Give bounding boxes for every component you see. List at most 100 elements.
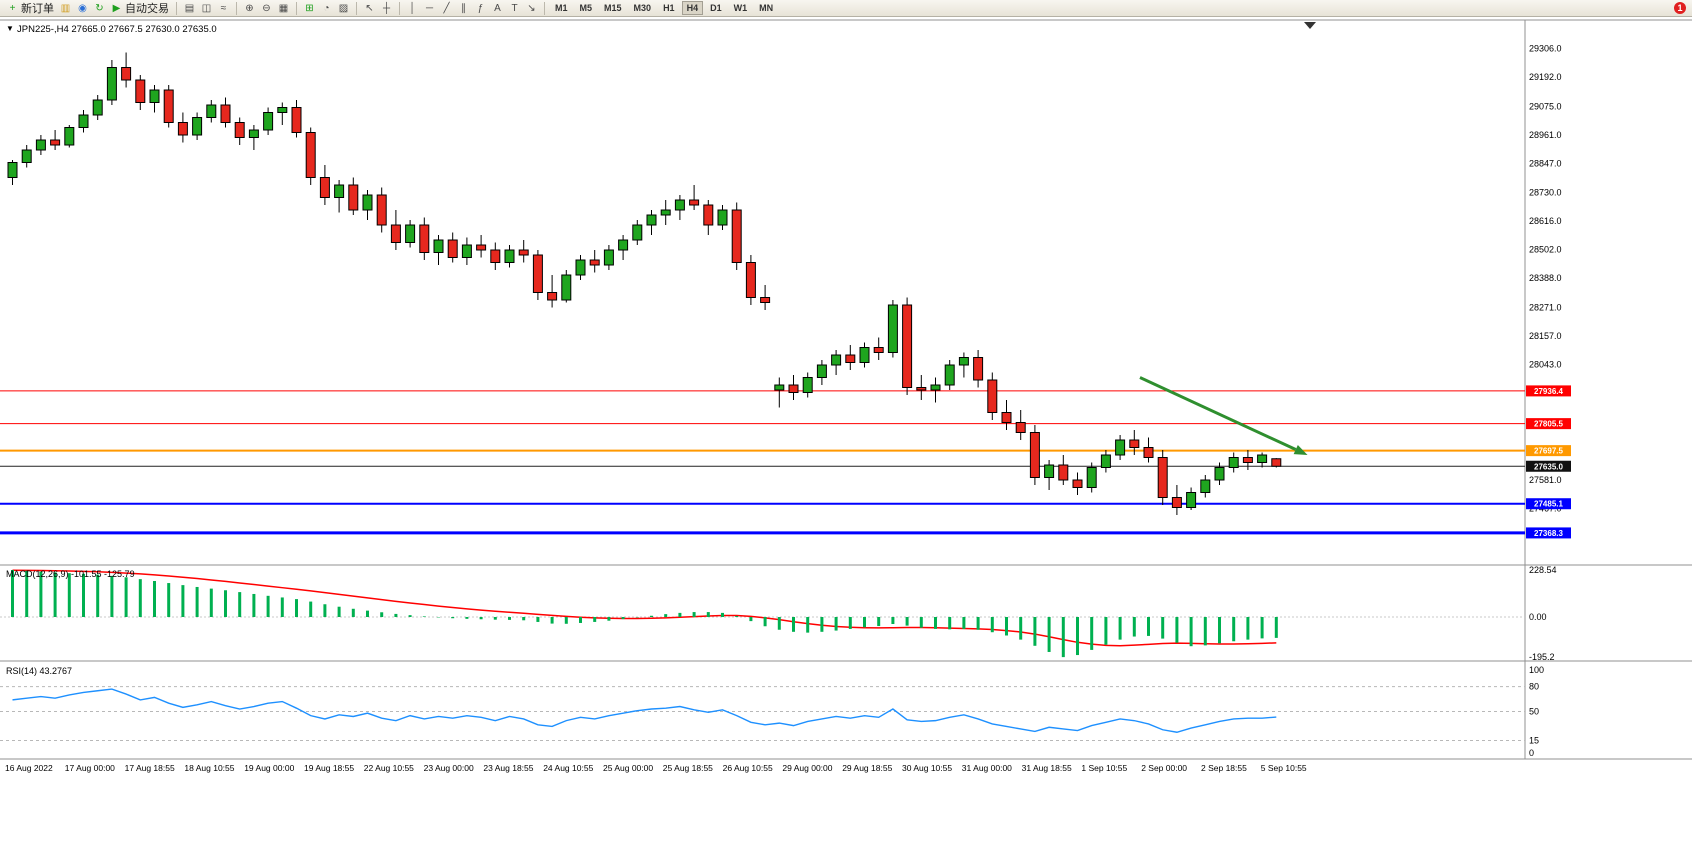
fibonacci-icon[interactable]: ƒ [472,1,489,16]
periods-icon[interactable]: ◔ [318,1,335,16]
svg-text:23 Aug 00:00: 23 Aug 00:00 [424,763,474,773]
chart-background [0,18,1692,843]
panel-frame [0,19,1692,760]
toolbar-items: + 新订单 ▥ ◉ ↻ ▶ 自动交易 ▤ ◫ ≈ ⊕ ⊖ ▦ ⊞ ◔ ▨ ↖ ┼ │ ─ ╱ ∥ ƒ A T ↘ M1 M5 M15 M3… [4,0,779,16]
autotrading-button-label: 自动交易 [125,3,169,15]
zoom-out-icon-glyph: ⊖ [262,2,271,14]
svg-text:25 Aug 18:55: 25 Aug 18:55 [663,763,713,773]
timeframe-m30-button[interactable]: M30 [633,3,652,13]
chart-canvas[interactable]: 29306.0 29192.0 29075.0 28961.0 28847.0 28730… [0,18,1692,843]
zoom-in-icon[interactable]: ⊕ [241,1,258,16]
bar-chart-icon[interactable]: ▤ [181,1,198,16]
candlestick-chart-icon[interactable]: ◫ [198,1,215,16]
community-icon[interactable]: ◉ [74,1,91,16]
zoom-in-icon-glyph: ⊕ [245,2,254,14]
svg-text:31 Aug 00:00: 31 Aug 00:00 [962,763,1012,773]
timeframe-h4-button[interactable]: H4 [681,1,704,15]
periods-icon-glyph: ◔ [323,2,330,14]
timeframe-m15-button[interactable]: M15 [604,3,622,13]
svg-text:28271.0: 28271.0 [1529,302,1562,312]
rsi-panel [0,686,1525,742]
bar-chart-icon-glyph: ▤ [184,2,195,14]
svg-text:15: 15 [1529,736,1539,746]
svg-text:26 Aug 10:55: 26 Aug 10:55 [723,763,773,773]
toolbar-separator [296,1,297,15]
chart-layers[interactable]: 29306.0 29192.0 29075.0 28961.0 28847.0 28730… [0,19,1692,773]
tile-windows-icon-glyph: ▦ [278,2,289,14]
timeframe-m5-button[interactable]: M5 [579,3,593,13]
indicators-icon-glyph: ⊞ [305,2,314,14]
svg-text:29306.0: 29306.0 [1529,44,1562,54]
timeframe-h1-button[interactable]: H1 [663,3,675,13]
zoom-out-icon[interactable]: ⊖ [258,1,275,16]
svg-text:28043.0: 28043.0 [1529,359,1562,369]
toolbar-separator [544,1,545,15]
horizontal-lines[interactable] [0,390,1525,535]
trend-arrow[interactable] [1139,376,1308,456]
chart-area[interactable]: 29306.0 29192.0 29075.0 28961.0 28847.0 28730… [0,18,1692,843]
vertical-line-icon[interactable]: │ [404,1,421,16]
toolbar-separator [176,1,177,15]
crosshair-icon[interactable]: ┼ [378,1,395,16]
time-axis[interactable]: 16 Aug 2022 17 Aug 00:00 17 Aug 18:55 18 Au… [5,763,1307,773]
new-order-button[interactable]: + 新订单 [4,1,57,16]
svg-text:50: 50 [1529,707,1539,717]
svg-text:17 Aug 00:00: 17 Aug 00:00 [65,763,115,773]
macd-panel [0,569,1525,647]
svg-text:27936.4: 27936.4 [1534,387,1563,396]
toolbar: + 新订单 ▥ ◉ ↻ ▶ 自动交易 ▤ ◫ ≈ ⊕ ⊖ ▦ ⊞ ◔ ▨ ↖ ┼ │ ─ ╱ ∥ ƒ A T ↘ M1 M5 M15 M3… [0,0,1692,17]
svg-text:-195.2: -195.2 [1529,652,1555,662]
svg-text:27697.5: 27697.5 [1534,447,1563,456]
svg-text:5 Sep 10:55: 5 Sep 10:55 [1261,763,1307,773]
timeframe-mn-button[interactable]: MN [759,3,774,13]
arrows-icon[interactable]: ↘ [523,1,540,16]
svg-text:0.00: 0.00 [1529,612,1547,622]
svg-text:28157.0: 28157.0 [1529,331,1562,341]
svg-text:30 Aug 10:55: 30 Aug 10:55 [902,763,952,773]
tile-windows-icon[interactable]: ▦ [275,1,292,16]
text-icon[interactable]: A [489,1,506,16]
trendline-icon[interactable]: ╱ [438,1,455,16]
rsi-line [12,688,1277,733]
timeframe-m1-button[interactable]: M1 [555,3,568,13]
line-chart-icon[interactable]: ≈ [215,1,232,16]
chart-shift-marker[interactable] [1304,22,1316,29]
chart-window-icon[interactable]: ▥ [57,1,74,16]
cursor-icon[interactable]: ↖ [361,1,378,16]
toolbar-separator [399,1,400,15]
indicators-icon[interactable]: ⊞ [301,1,318,16]
arrows-icon-glyph: ↘ [527,2,536,14]
svg-text:19 Aug 18:55: 19 Aug 18:55 [304,763,354,773]
one-click-trading-arrow[interactable]: ▼ [6,24,14,33]
svg-text:31 Aug 18:55: 31 Aug 18:55 [1022,763,1072,773]
svg-text:29075.0: 29075.0 [1529,101,1562,111]
svg-text:16 Aug 2022: 16 Aug 2022 [5,763,53,773]
svg-text:2 Sep 00:00: 2 Sep 00:00 [1141,763,1187,773]
label-icon[interactable]: T [506,1,523,16]
templates-icon[interactable]: ▨ [335,1,352,16]
svg-text:28502.0: 28502.0 [1529,245,1562,255]
chart-window-icon-glyph: ▥ [60,2,71,14]
horizontal-line-icon[interactable]: ─ [421,1,438,16]
notifications-badge[interactable]: 1 [1674,2,1686,14]
autotrading-button[interactable]: ▶ 自动交易 [108,1,172,16]
svg-text:25 Aug 00:00: 25 Aug 00:00 [603,763,653,773]
svg-text:29 Aug 18:55: 29 Aug 18:55 [842,763,892,773]
refresh-icon[interactable]: ↻ [91,1,108,16]
timeframe-w1-button[interactable]: W1 [733,3,748,13]
label-icon-glyph: T [511,2,518,14]
timeframe-d1-button[interactable]: D1 [710,3,722,13]
channel-icon[interactable]: ∥ [455,1,472,16]
vertical-line-icon-glyph: │ [409,2,416,14]
price-tags: 27936.4 27805.5 27697.5 27485.1 27368.3 27635… [1526,385,1571,539]
community-icon-glyph: ◉ [78,2,87,14]
svg-text:22 Aug 10:55: 22 Aug 10:55 [364,763,414,773]
line-chart-icon-glyph: ≈ [220,2,227,14]
channel-icon-glyph: ∥ [461,2,466,14]
svg-text:0: 0 [1529,748,1534,758]
new-order-button-label: 新订单 [21,3,54,15]
fibonacci-icon-glyph: ƒ [477,2,484,14]
candles-layer[interactable] [7,52,1282,516]
svg-text:100: 100 [1529,665,1544,675]
